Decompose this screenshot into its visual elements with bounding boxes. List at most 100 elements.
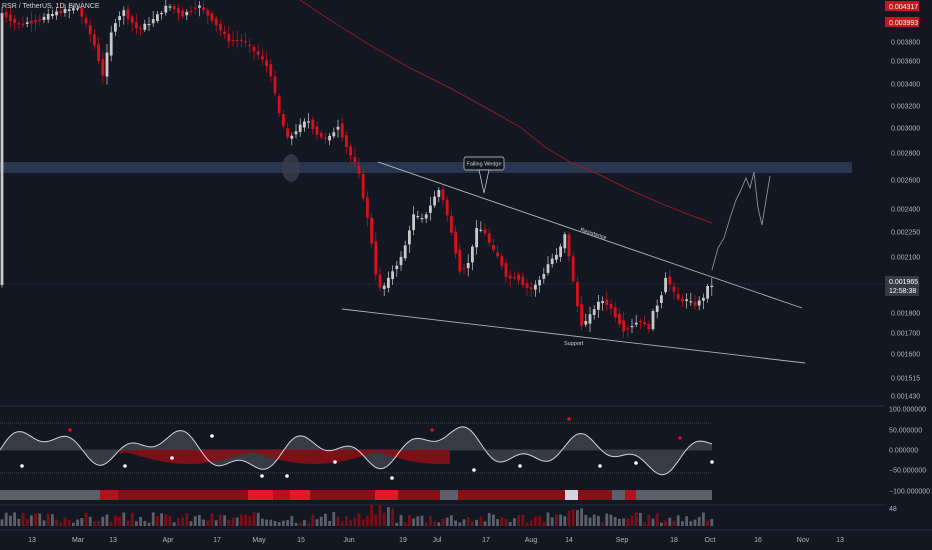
volume-bar xyxy=(529,520,533,526)
candle-body xyxy=(139,27,142,30)
volume-bar xyxy=(681,521,684,526)
bearish-area xyxy=(120,450,450,464)
candle-body xyxy=(437,190,441,197)
volume-bar xyxy=(618,518,621,526)
volume-bar xyxy=(172,522,176,526)
volume-bar xyxy=(353,517,357,526)
candle-body xyxy=(706,285,709,299)
signal-strip-segment xyxy=(636,490,712,500)
volume-bar xyxy=(9,515,12,526)
volume-bar xyxy=(555,514,558,526)
candle-body xyxy=(168,6,172,8)
volume-bar xyxy=(433,521,436,526)
volume-bar xyxy=(219,514,222,526)
volume-bar xyxy=(38,513,42,526)
candle-body xyxy=(109,32,113,56)
candle-body xyxy=(361,173,365,199)
candle-body xyxy=(403,245,407,259)
signal-strip-segment xyxy=(398,490,440,500)
candle-body xyxy=(588,314,592,324)
candle-body xyxy=(135,22,138,29)
volume-axis-label: 48 xyxy=(889,506,897,513)
time-tick-label: Mar xyxy=(72,537,85,544)
candle-body xyxy=(67,9,71,11)
volume-bar xyxy=(97,521,100,526)
candle-body xyxy=(25,22,29,24)
top-price-badge-1-text: 0.004317 xyxy=(889,4,918,11)
current-price-text: 0.001965 xyxy=(889,279,918,286)
volume-bar xyxy=(256,512,260,526)
signal-dot xyxy=(333,460,337,464)
candle-body xyxy=(55,11,58,16)
volume-bar xyxy=(135,521,138,526)
candle-body xyxy=(378,274,382,288)
candle-body xyxy=(4,12,8,18)
volume-bar xyxy=(647,515,651,526)
candle-body xyxy=(219,24,222,31)
volume-bar xyxy=(517,514,520,526)
time-tick-label: 13 xyxy=(28,537,36,544)
volume-bar xyxy=(420,515,424,526)
candle-body xyxy=(382,285,386,290)
time-axis[interactable]: 13 Mar 13 Apr 17 May 15 Jun 19 Jul 17 Aug 14 Sep 18 Oct… xyxy=(28,537,844,544)
price-tick-label: 0.001800 xyxy=(891,311,920,318)
candle-body xyxy=(513,276,516,279)
volume-bar xyxy=(693,519,697,526)
candle-body xyxy=(177,8,180,14)
signal-dot xyxy=(170,456,174,460)
candle-body xyxy=(445,199,449,216)
volume-bar xyxy=(290,516,294,526)
volume-bar xyxy=(42,520,46,526)
signal-strip-segment xyxy=(612,490,625,500)
candle-body xyxy=(681,298,684,302)
candle-body xyxy=(391,271,394,279)
volume-bar xyxy=(240,514,243,526)
volume-bar xyxy=(471,521,474,526)
oscillator-pane[interactable] xyxy=(0,417,714,480)
volume-bar xyxy=(101,516,105,526)
candle-body xyxy=(429,205,432,213)
candle-body xyxy=(609,303,613,309)
candle-body xyxy=(59,10,63,14)
candle-body xyxy=(202,7,205,10)
current-price-badge xyxy=(885,276,919,296)
candle-body xyxy=(303,121,306,128)
candle-body xyxy=(702,297,705,301)
candle-body xyxy=(492,245,495,251)
candle-body xyxy=(483,229,487,234)
price-tick-label: 0.002250 xyxy=(891,230,920,237)
candle-body xyxy=(101,59,105,76)
oscillator-axis[interactable]: 100.000000 50.000000 0.000000 −50.000000 −10… xyxy=(889,407,930,496)
candle-body xyxy=(231,39,235,42)
volume-bar xyxy=(521,514,525,526)
candle-body xyxy=(235,39,239,42)
price-tick-label: 0.001430 xyxy=(891,394,920,401)
volume-bar xyxy=(189,521,193,526)
symbol-title[interactable]: RSR / TetherUS, 1D, BINANCE xyxy=(2,3,100,10)
volume-bar xyxy=(114,515,117,526)
candle-body xyxy=(676,294,680,300)
volume-bar xyxy=(408,514,411,526)
candle-body xyxy=(668,276,672,285)
price-axis[interactable]: 0.003800 0.003600 0.003400 0.003200 0.003000… xyxy=(891,40,920,401)
projection-path xyxy=(711,171,771,271)
volume-bar xyxy=(84,512,88,526)
volume-bar xyxy=(315,519,319,526)
volume-bar xyxy=(643,522,646,526)
candle-body xyxy=(424,214,428,219)
candle-body xyxy=(618,313,621,325)
candle-body xyxy=(46,13,50,20)
candle-body xyxy=(500,256,504,266)
volume-bar xyxy=(374,514,378,526)
candle-body xyxy=(328,135,331,141)
candle-body xyxy=(290,135,294,139)
volume-bar xyxy=(168,515,172,526)
volume-bar xyxy=(231,517,235,526)
candle-body xyxy=(479,229,483,231)
volume-bar xyxy=(147,522,151,526)
candle-body xyxy=(626,328,630,330)
volume-bar xyxy=(668,517,672,526)
signal-strip-segment xyxy=(565,490,578,500)
